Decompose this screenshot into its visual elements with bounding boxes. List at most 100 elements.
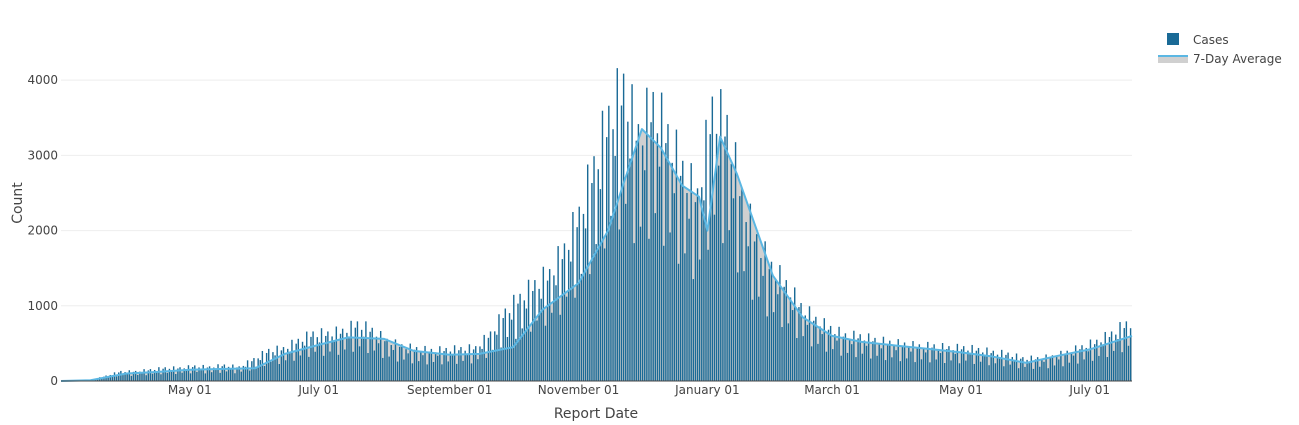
case-bar xyxy=(211,372,212,381)
case-bar xyxy=(783,287,784,381)
case-bar xyxy=(1119,322,1120,381)
case-bar xyxy=(868,333,869,381)
case-bar xyxy=(682,161,683,381)
case-bar xyxy=(175,374,176,381)
case-bar xyxy=(608,106,609,381)
case-bar xyxy=(813,321,814,381)
case-bar xyxy=(642,145,643,381)
case-bar xyxy=(338,355,339,381)
case-bar xyxy=(295,344,296,381)
case-bar xyxy=(247,360,248,381)
case-bar xyxy=(638,124,639,381)
case-bar xyxy=(771,262,772,381)
case-bar xyxy=(1126,321,1127,381)
case-bar xyxy=(756,234,757,381)
case-bar xyxy=(543,267,544,381)
case-bar xyxy=(500,347,501,381)
case-bar xyxy=(1075,345,1076,381)
case-bar xyxy=(1064,354,1065,381)
case-bar xyxy=(1039,367,1040,381)
case-bar xyxy=(479,346,480,381)
case-bar xyxy=(838,327,839,381)
case-bar xyxy=(965,361,966,381)
case-bar xyxy=(631,84,632,381)
case-bar xyxy=(494,331,495,381)
case-bar xyxy=(173,366,174,381)
case-bar xyxy=(971,345,972,381)
case-bar xyxy=(967,351,968,381)
case-bar xyxy=(857,338,858,381)
case-bar xyxy=(441,364,442,381)
case-bar xyxy=(312,331,313,381)
case-bar xyxy=(310,337,311,381)
case-bar xyxy=(471,363,472,381)
case-bar xyxy=(919,344,920,381)
case-bar xyxy=(1098,356,1099,381)
case-bar xyxy=(526,309,527,381)
case-bar xyxy=(621,106,622,381)
case-bar xyxy=(623,74,624,381)
case-bar xyxy=(391,345,392,381)
case-bar xyxy=(769,269,770,381)
case-bar xyxy=(707,250,708,381)
case-bar xyxy=(906,358,907,381)
legend-item-average[interactable]: 7-Day Average xyxy=(1158,52,1282,66)
case-bar xyxy=(834,334,835,381)
case-bar xyxy=(353,352,354,381)
case-bar xyxy=(840,356,841,381)
case-bar xyxy=(591,183,592,381)
case-bar xyxy=(230,369,231,381)
case-bar xyxy=(988,365,989,381)
case-bar xyxy=(505,309,506,381)
case-bar xyxy=(1062,366,1063,381)
case-bar xyxy=(849,339,850,381)
case-bar xyxy=(1117,339,1118,381)
case-bar xyxy=(737,272,738,381)
case-bar xyxy=(551,313,552,381)
case-bar xyxy=(1077,364,1078,381)
case-bar xyxy=(342,329,343,381)
case-bar xyxy=(895,350,896,381)
case-bar xyxy=(955,354,956,381)
legend-label-cases: Cases xyxy=(1193,33,1229,47)
case-bar xyxy=(680,176,681,381)
legend-item-cases[interactable]: Cases xyxy=(1167,33,1229,47)
case-bar xyxy=(300,355,301,381)
case-bar xyxy=(167,373,168,381)
case-bar xyxy=(758,297,759,381)
case-bar xyxy=(283,347,284,381)
case-bar xyxy=(285,360,286,381)
case-bar xyxy=(234,373,235,381)
case-bar xyxy=(336,327,337,381)
case-bar xyxy=(663,246,664,381)
case-bar xyxy=(845,333,846,381)
case-bar xyxy=(374,351,375,381)
case-bar xyxy=(116,377,117,381)
case-bar xyxy=(462,361,463,381)
case-bar xyxy=(1121,352,1122,381)
case-bar xyxy=(266,353,267,381)
case-bar xyxy=(196,372,197,381)
case-bar xyxy=(203,365,204,381)
case-bar xyxy=(695,202,696,381)
case-bar xyxy=(999,358,1000,381)
case-bar xyxy=(904,342,905,381)
case-bar xyxy=(952,350,953,381)
case-bar xyxy=(671,163,672,381)
case-bar xyxy=(961,349,962,381)
case-bar xyxy=(1102,346,1103,381)
case-bar xyxy=(448,361,449,381)
case-bar xyxy=(405,349,406,381)
case-bar xyxy=(418,361,419,381)
case-bar xyxy=(241,372,242,381)
case-bar xyxy=(1054,365,1055,381)
case-bar xyxy=(429,352,430,381)
case-bar xyxy=(329,352,330,381)
case-bar xyxy=(917,347,918,381)
legend[interactable]: Cases 7-Day Average xyxy=(1158,33,1282,66)
case-bar xyxy=(731,164,732,381)
case-bar xyxy=(598,169,599,381)
case-bar xyxy=(435,352,436,381)
case-bar xyxy=(699,260,700,381)
case-bar xyxy=(710,134,711,381)
